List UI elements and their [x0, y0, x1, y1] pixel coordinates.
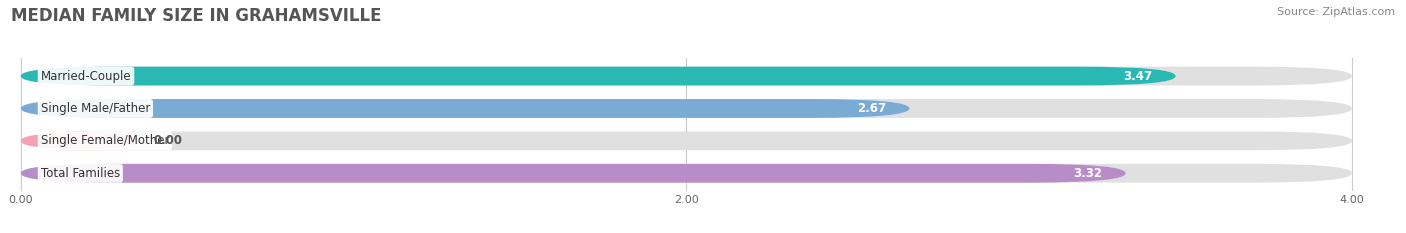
- Text: 2.67: 2.67: [856, 102, 886, 115]
- Text: Single Female/Mother: Single Female/Mother: [41, 134, 169, 147]
- FancyBboxPatch shape: [21, 99, 910, 118]
- FancyBboxPatch shape: [21, 164, 1353, 183]
- Text: Total Families: Total Families: [41, 167, 120, 180]
- FancyBboxPatch shape: [21, 131, 1353, 150]
- Text: MEDIAN FAMILY SIZE IN GRAHAMSVILLE: MEDIAN FAMILY SIZE IN GRAHAMSVILLE: [11, 7, 382, 25]
- FancyBboxPatch shape: [21, 164, 1126, 183]
- FancyBboxPatch shape: [21, 67, 1353, 86]
- Text: Married-Couple: Married-Couple: [41, 70, 131, 82]
- Text: Single Male/Father: Single Male/Father: [41, 102, 150, 115]
- FancyBboxPatch shape: [21, 67, 1175, 86]
- FancyBboxPatch shape: [21, 99, 1353, 118]
- Text: 0.00: 0.00: [153, 134, 183, 147]
- Text: 3.32: 3.32: [1073, 167, 1102, 180]
- FancyBboxPatch shape: [21, 131, 138, 150]
- Text: Source: ZipAtlas.com: Source: ZipAtlas.com: [1277, 7, 1395, 17]
- Text: 3.47: 3.47: [1123, 70, 1153, 82]
